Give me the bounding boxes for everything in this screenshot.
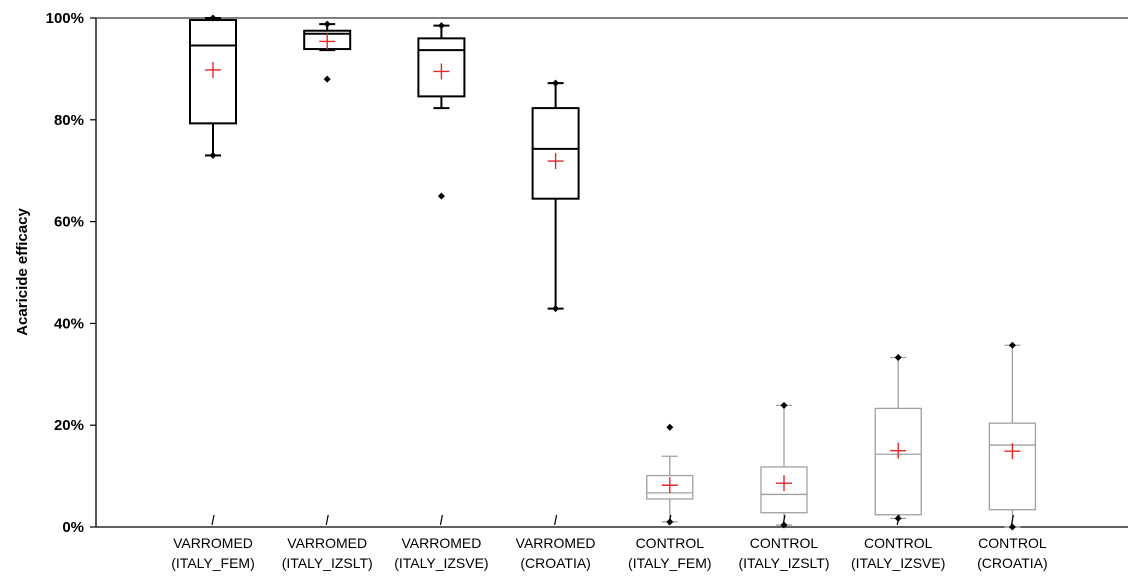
x-category-label-line1: VARROMED [173,535,253,551]
endpoint-marker [209,151,217,159]
x-axis-labels: VARROMED (ITALY_FEM) VARROMED (ITALY_IZSLT)… [171,535,1047,571]
x-category-label-line1: CONTROL [750,535,819,551]
iqr-box [874,407,922,516]
endpoint-marker [323,20,331,28]
y-tick-label: 0% [62,519,84,536]
x-category-label-line2: (CROATIA) [520,555,591,571]
x-tick-mark [668,514,672,526]
y-tick-label: 20% [54,417,84,434]
x-category-label-line1: VARROMED [516,535,596,551]
x-category-label-line2: (ITALY_FEM) [171,555,255,571]
x-category-label-line2: (ITALY_IZSLT) [738,555,829,571]
endpoint-marker [894,354,902,362]
endpoint-marker [780,401,788,409]
endpoint-marker [437,22,445,30]
x-category-label-line2: (ITALY_FEM) [628,555,712,571]
x-category-label-line2: (ITALY_IZSVE) [394,555,488,571]
endpoint-marker [1008,523,1016,531]
x-tick-mark [896,514,900,526]
y-tick-label: 60% [54,214,84,231]
endpoint-marker [552,305,560,313]
x-tick-mark [782,514,786,526]
x-tick-mark [554,514,558,526]
x-category-label-line1: CONTROL [636,535,705,551]
x-tick-mark [439,514,443,526]
y-tick-label: 40% [54,315,84,332]
iqr-box [760,466,808,514]
x-tick-mark [1010,514,1014,526]
x-category-label-line1: CONTROL [864,535,933,551]
x-tick-mark [325,514,329,526]
box-group [874,354,922,526]
box-group [189,14,237,526]
x-category-label-line2: (CROATIA) [977,555,1048,571]
endpoint-marker [552,79,560,87]
y-tick-label: 80% [54,112,84,129]
x-tick-mark [211,514,215,526]
endpoint-marker [780,521,788,529]
outlier-marker [323,75,331,83]
box-group [760,401,808,529]
y-axis-ticks: 0% 20% 40% 60% 80% 100% [46,10,96,536]
iqr-box [988,422,1037,511]
x-category-label-line1: CONTROL [978,535,1047,551]
outlier-marker [666,423,674,431]
outlier-marker [437,192,445,200]
box-group [417,22,466,526]
iqr-box [417,37,466,98]
endpoint-marker [1008,341,1016,349]
x-category-label-line2: (ITALY_IZSVE) [851,555,945,571]
y-tick-label: 100% [46,10,84,27]
x-category-label-line2: (ITALY_IZSLT) [282,555,373,571]
endpoint-marker [209,14,217,22]
box-group [988,341,1037,531]
plot-frame [95,17,1128,528]
box-group [646,423,694,526]
y-axis-title: Acaricide efficacy [14,208,31,336]
box-group [303,20,352,526]
iqr-box [531,107,580,200]
x-category-label-line1: VARROMED [287,535,367,551]
box-group [531,79,580,526]
box-series [189,14,1037,531]
iqr-box [646,474,694,500]
x-category-label-line1: VARROMED [401,535,481,551]
